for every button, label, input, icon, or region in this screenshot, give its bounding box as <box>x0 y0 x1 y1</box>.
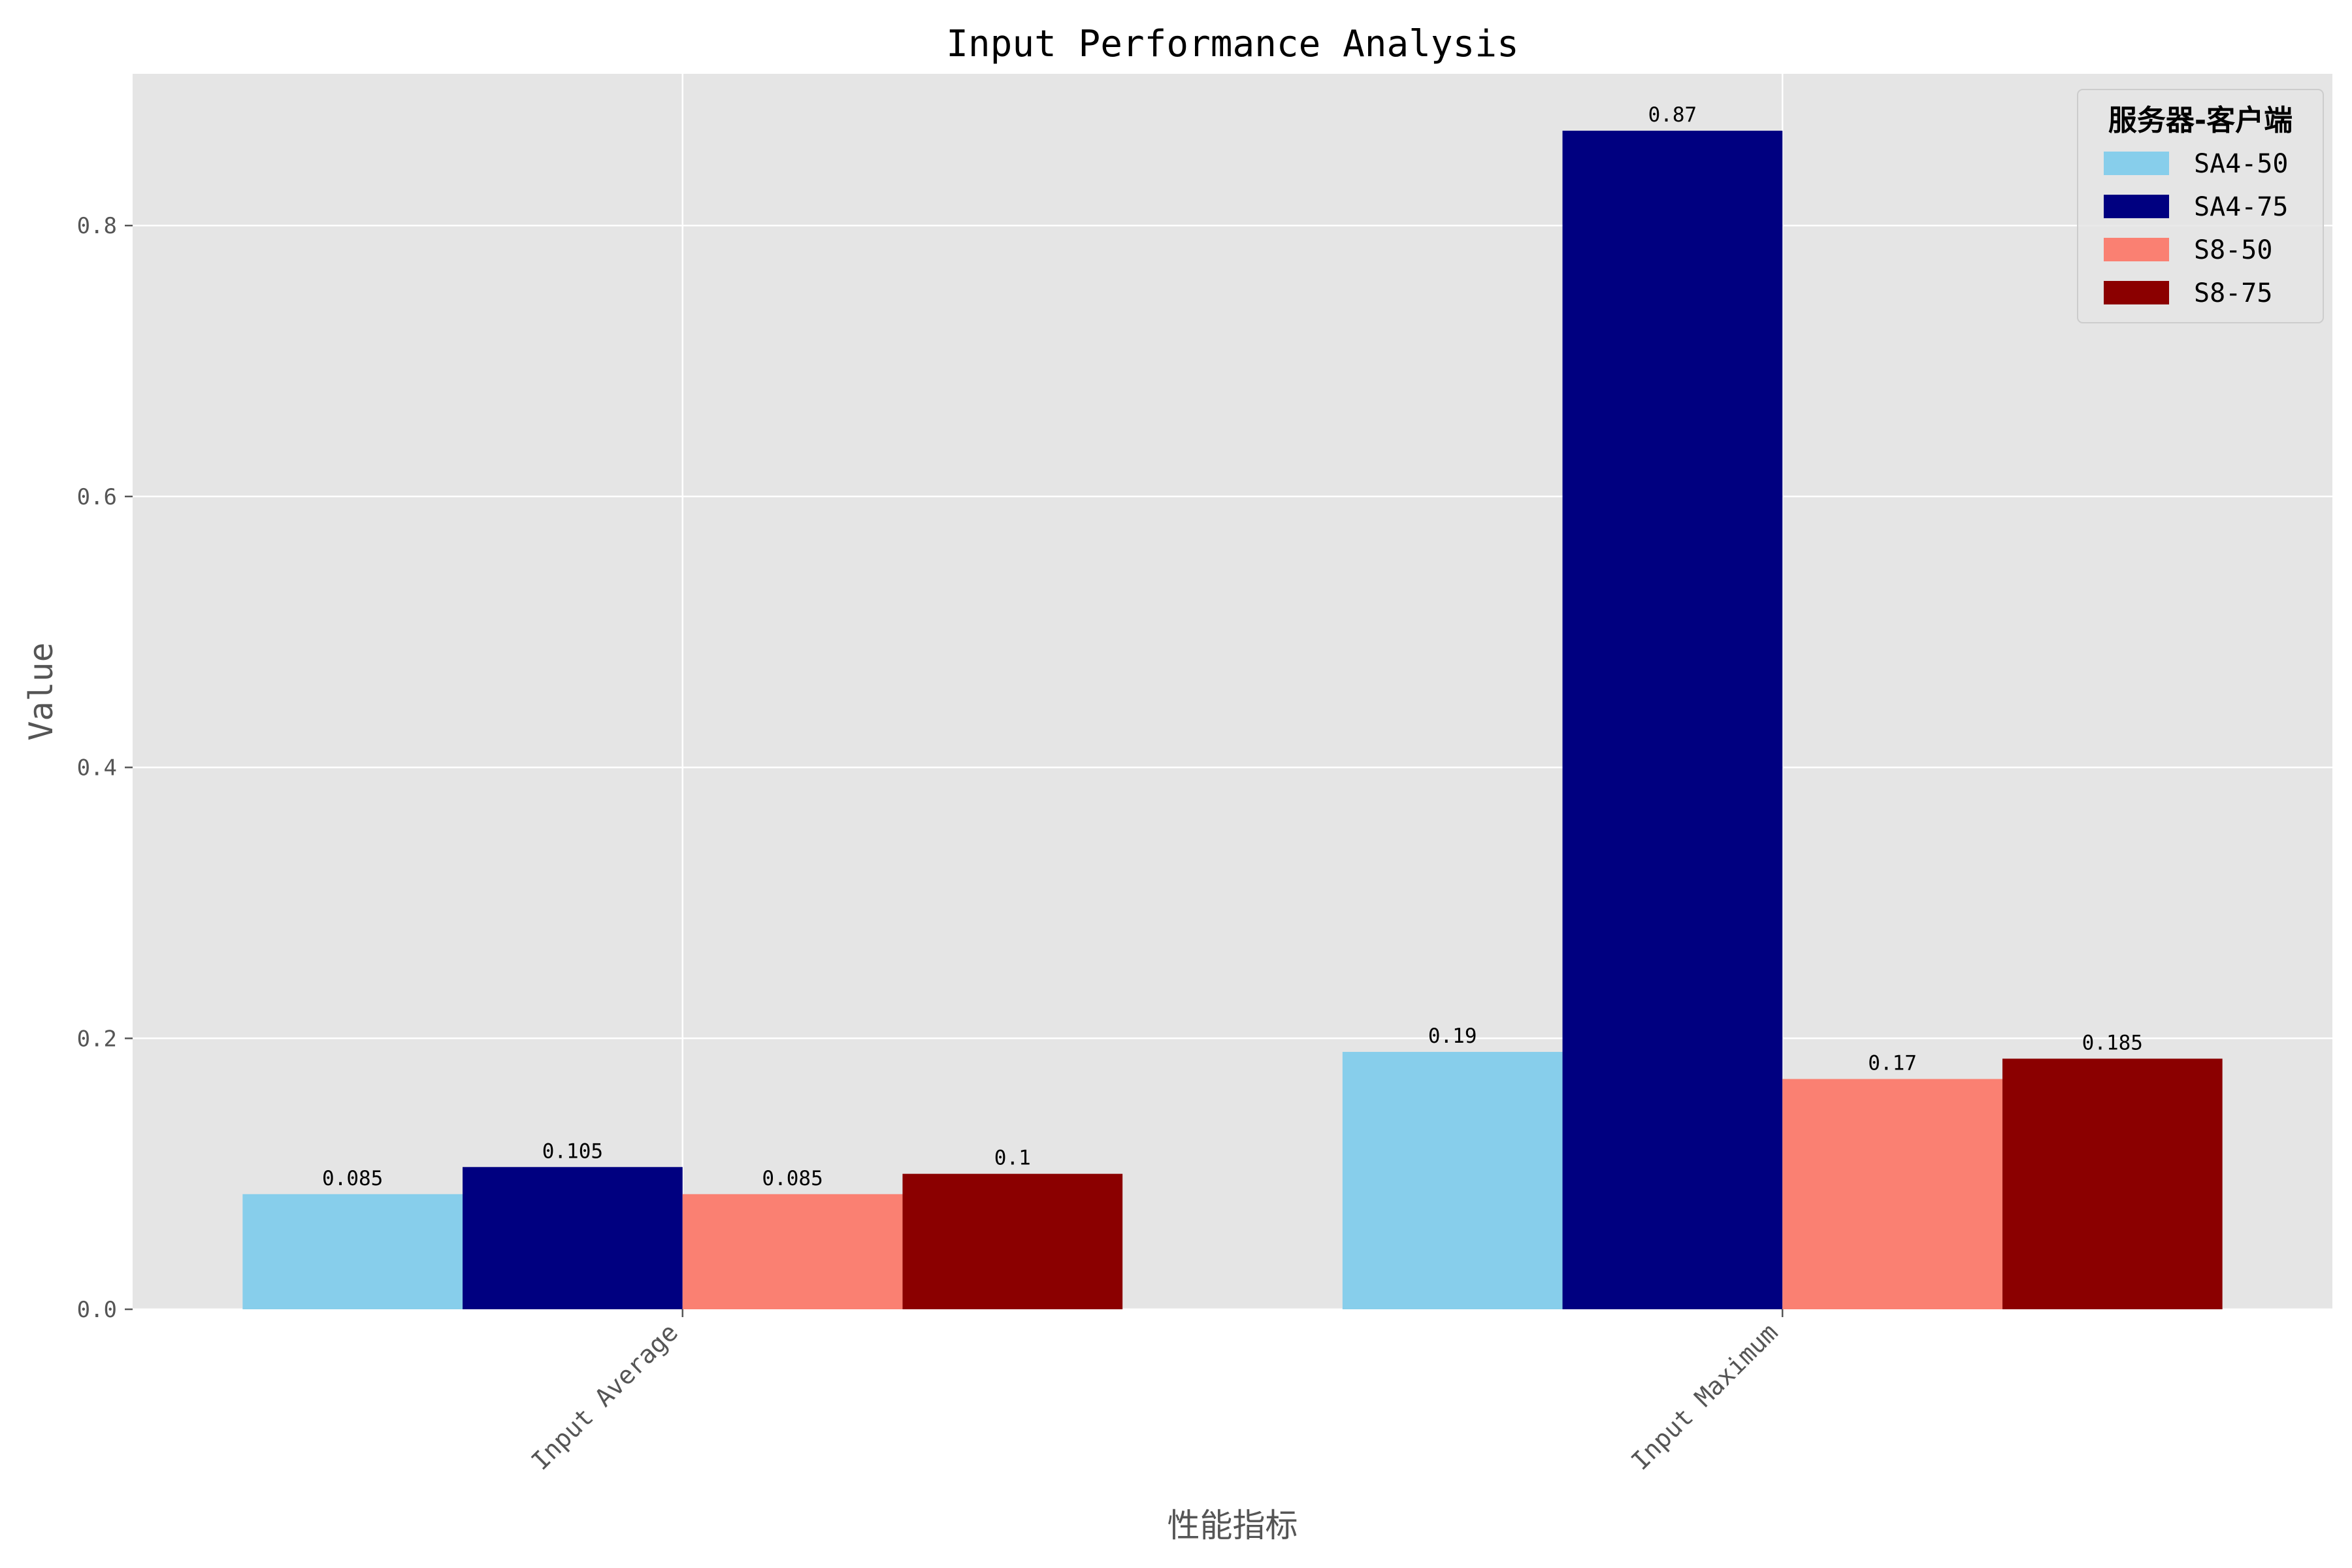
data-label-SA4-75-1: 0.87 <box>1648 103 1697 127</box>
y-axis-title: Value <box>22 642 60 741</box>
bar-SA4-50-1 <box>1342 1052 1563 1309</box>
x-tick-label-1: Input Maximum <box>1625 1318 1783 1475</box>
x-tick-label-0: Input Average <box>526 1318 683 1475</box>
data-label-S8-75-0: 0.1 <box>994 1147 1031 1170</box>
data-label-S8-75-1: 0.185 <box>2082 1031 2143 1054</box>
bar-S8-75-0 <box>902 1173 1123 1309</box>
chart-title: Input Performance Analysis <box>946 23 1519 65</box>
legend-label-S8-50: S8-50 <box>2194 235 2272 265</box>
legend-label-SA4-50: SA4-50 <box>2194 149 2289 179</box>
bar-SA4-50-0 <box>242 1194 463 1309</box>
data-label-SA4-50-1: 0.19 <box>1428 1024 1477 1048</box>
legend-swatch-S8-75 <box>2104 281 2169 304</box>
legend-title: 服务器-客户端 <box>2108 104 2293 137</box>
bar-SA4-75-1 <box>1562 131 1783 1309</box>
x-axis-title: 性能指标 <box>1168 1507 1298 1544</box>
data-label-SA4-50-0: 0.085 <box>322 1167 383 1190</box>
y-tick-label-1: 0.2 <box>77 1026 117 1052</box>
data-labels: 0.085 0.19 0.105 0.87 0.085 0.17 0.1 0.185 <box>322 103 2143 1190</box>
legend-label-SA4-75: SA4-75 <box>2194 192 2289 222</box>
y-axis: 0.0 0.2 0.4 0.6 0.8 <box>77 213 133 1323</box>
legend-swatch-S8-50 <box>2104 238 2169 261</box>
bar-SA4-75-0 <box>463 1167 683 1309</box>
y-tick-label-0: 0.0 <box>77 1297 117 1323</box>
data-label-S8-50-1: 0.17 <box>1868 1052 1917 1075</box>
y-tick-label-3: 0.6 <box>77 484 117 510</box>
bar-S8-75-1 <box>2002 1058 2223 1309</box>
data-label-SA4-75-0: 0.105 <box>542 1139 603 1163</box>
legend-swatch-SA4-50 <box>2104 152 2169 175</box>
y-tick-label-2: 0.4 <box>77 755 117 781</box>
y-tick-label-4: 0.8 <box>77 213 117 239</box>
legend-label-S8-75: S8-75 <box>2194 278 2272 308</box>
x-axis: Input Average Input Maximum <box>526 1309 1784 1476</box>
legend-items: SA4-50 SA4-75 S8-50 S8-75 <box>2104 149 2289 308</box>
legend: 服务器-客户端 SA4-50 SA4-75 S8-50 S8-75 <box>2077 89 2324 323</box>
legend-swatch-SA4-75 <box>2104 195 2169 218</box>
data-label-S8-50-0: 0.085 <box>762 1167 823 1190</box>
bar-S8-50-1 <box>1782 1079 2002 1309</box>
bars <box>242 131 2223 1309</box>
bar-S8-50-0 <box>682 1194 903 1309</box>
legend-box <box>2077 89 2324 323</box>
